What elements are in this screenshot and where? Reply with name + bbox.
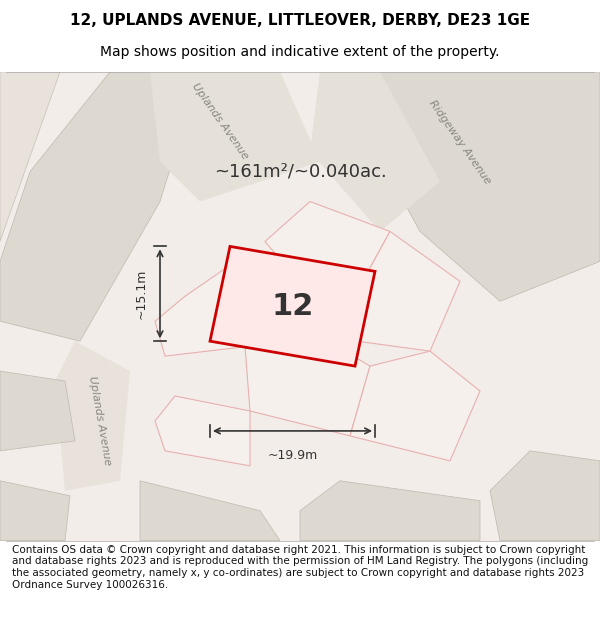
Polygon shape — [490, 451, 600, 541]
Polygon shape — [0, 481, 70, 541]
Polygon shape — [350, 351, 480, 461]
Text: 12: 12 — [271, 292, 314, 321]
Polygon shape — [360, 72, 600, 301]
Polygon shape — [155, 396, 250, 466]
Polygon shape — [140, 481, 280, 541]
Polygon shape — [265, 201, 390, 286]
Polygon shape — [0, 72, 200, 341]
Text: ~161m²/~0.040ac.: ~161m²/~0.040ac. — [214, 162, 386, 181]
Text: 12, UPLANDS AVENUE, LITTLEOVER, DERBY, DE23 1GE: 12, UPLANDS AVENUE, LITTLEOVER, DERBY, D… — [70, 12, 530, 28]
Text: ~19.9m: ~19.9m — [268, 449, 317, 462]
Text: Ridgeway Avenue: Ridgeway Avenue — [427, 98, 493, 186]
Text: ~15.1m: ~15.1m — [135, 269, 148, 319]
Polygon shape — [55, 341, 130, 491]
Polygon shape — [300, 481, 480, 541]
Text: Contains OS data © Crown copyright and database right 2021. This information is : Contains OS data © Crown copyright and d… — [12, 545, 588, 589]
Polygon shape — [320, 231, 460, 351]
Text: Map shows position and indicative extent of the property.: Map shows position and indicative extent… — [100, 45, 500, 59]
Polygon shape — [210, 246, 375, 366]
Polygon shape — [310, 72, 440, 231]
Text: Uplands Avenue: Uplands Avenue — [190, 82, 250, 162]
Text: Uplands Avenue: Uplands Avenue — [87, 376, 113, 466]
Polygon shape — [150, 72, 320, 201]
Polygon shape — [245, 336, 370, 436]
Polygon shape — [155, 251, 290, 356]
Polygon shape — [0, 72, 60, 241]
Polygon shape — [0, 371, 75, 451]
